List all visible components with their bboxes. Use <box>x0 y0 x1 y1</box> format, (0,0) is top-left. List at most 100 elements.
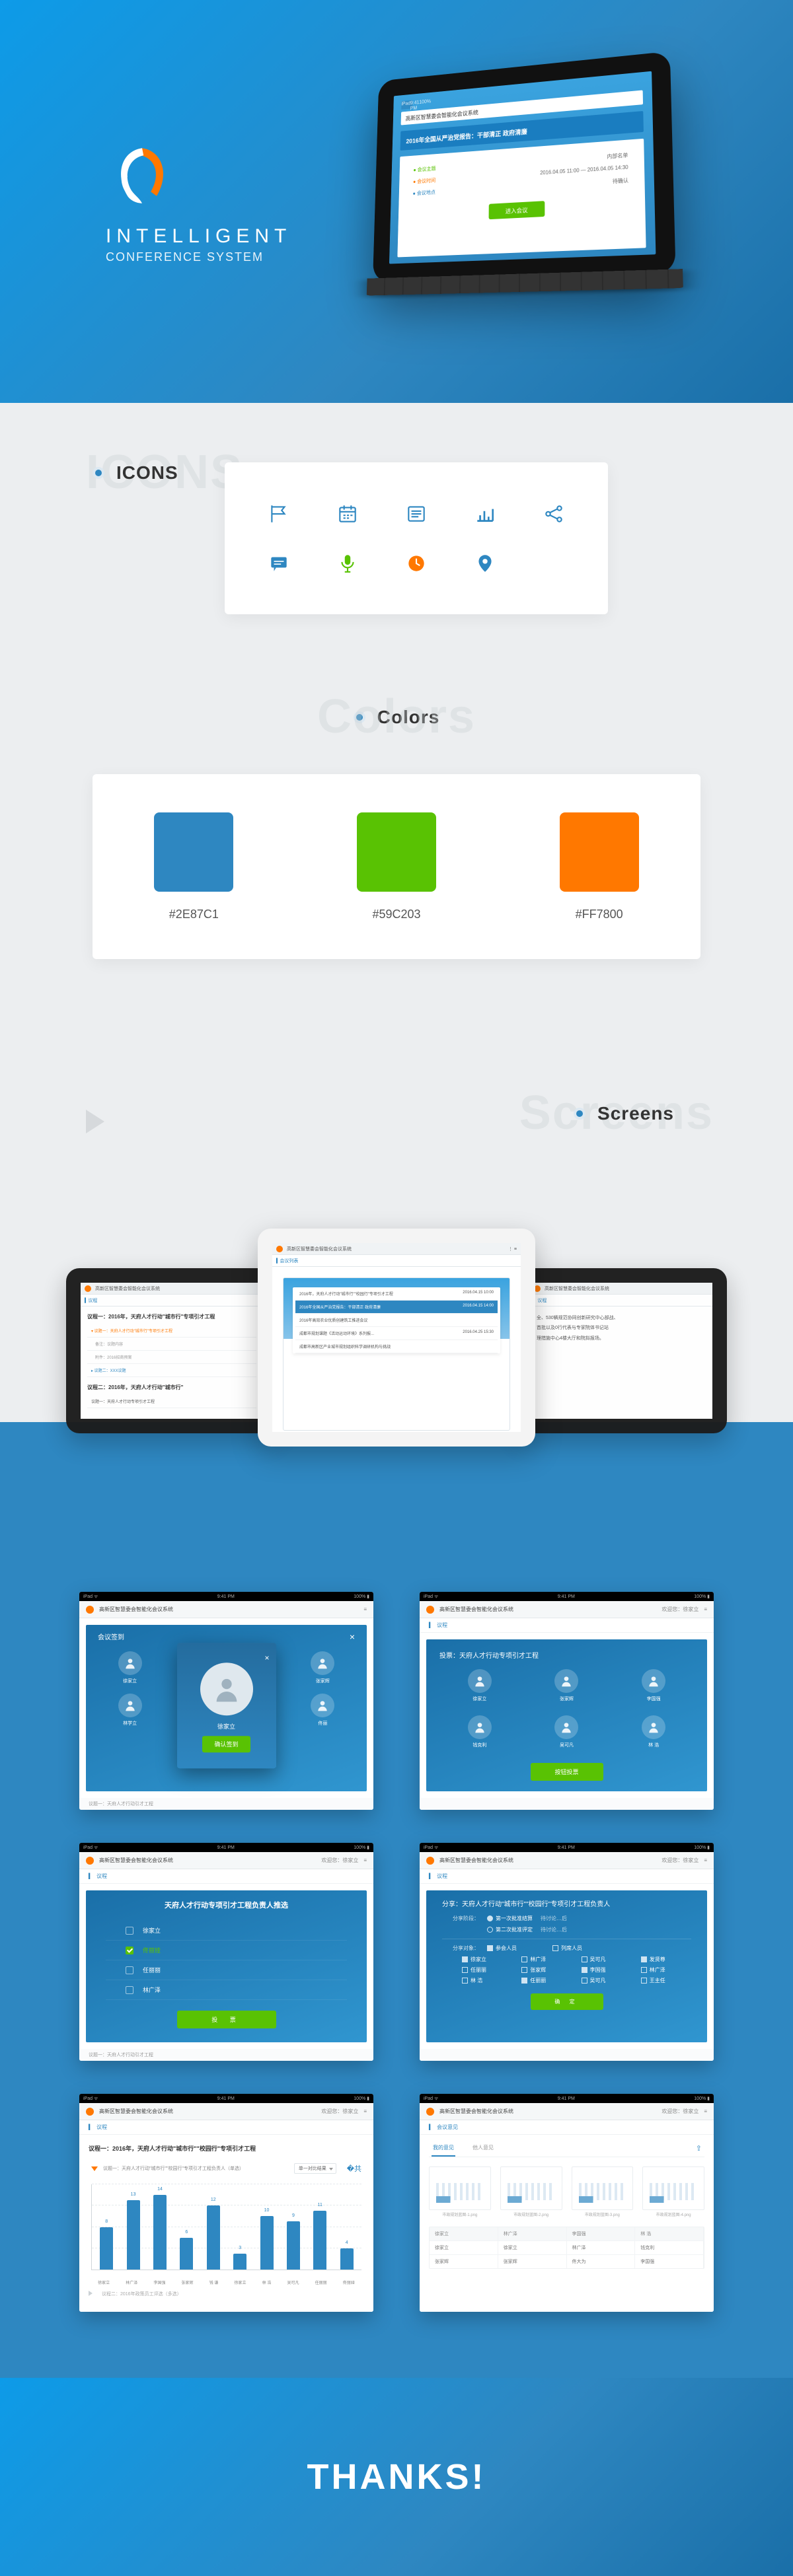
bar: 12 <box>207 2205 220 2270</box>
enter-meeting-button[interactable]: 进入会议 <box>489 201 545 219</box>
vote-option[interactable]: 佟丽娅 <box>106 1941 347 1960</box>
share-icon[interactable]: ⇪ <box>696 2144 702 2153</box>
close-icon[interactable]: × <box>350 1631 355 1642</box>
screens-banner: Screens Screens <box>0 1057 793 1202</box>
text-line: 全、530辆规范协同创新研究中心部战、 <box>537 1313 706 1323</box>
checkbox-option[interactable]: 列席人员 <box>552 1945 582 1952</box>
icons-card <box>225 462 608 614</box>
color-swatch: #FF7800 <box>560 812 639 921</box>
text-line: 理措施中心4楼大厅和院拟报场。 <box>537 1334 706 1343</box>
checkbox-option[interactable]: 任丽丽 <box>521 1977 572 1984</box>
checkbox-option[interactable]: 张家辉 <box>521 1966 572 1974</box>
hero-section: INTELLIGENT CONFERENCE SYSTEM iPad9:41 P… <box>0 0 793 403</box>
colors-section: Colors Colors #2E87C1#59C203#FF7800 <box>0 687 793 1057</box>
close-icon[interactable]: × <box>264 1653 269 1663</box>
chat-icon <box>245 538 313 588</box>
checkbox-option[interactable]: 发贤尊 <box>641 1956 691 1963</box>
vote-option[interactable]: 任丽丽 <box>106 1960 347 1980</box>
checkbox-option[interactable]: 参会人员 <box>487 1945 517 1952</box>
share-icon[interactable]: �共 <box>347 2163 361 2174</box>
checkbox-option[interactable]: 王主任 <box>641 1977 691 1984</box>
triangle-right-icon[interactable] <box>89 2291 93 2296</box>
vote-candidate[interactable]: 林 浩 <box>613 1715 694 1748</box>
thumbnail[interactable] <box>429 2166 491 2210</box>
tablet-center: 高新区智慧委会智能化会议系统⋮ ≡ ▍会议列表 2016年，天府人才行动"城市行… <box>258 1229 535 1447</box>
vote-candidate[interactable]: 张家辉 <box>527 1669 607 1702</box>
agenda-row: 附件：2016招商预案 <box>87 1351 256 1364</box>
bar: 3 <box>233 2254 246 2270</box>
confirm-signin-button[interactable]: 确认签到 <box>202 1736 250 1752</box>
checkbox-option[interactable]: 林 浩 <box>462 1977 512 1984</box>
checkbox-option[interactable]: 吴可凡 <box>582 1956 632 1963</box>
table-row: 张家辉张家辉佟大为李国强 <box>430 2254 704 2268</box>
list-icon <box>382 489 451 538</box>
chart-icon <box>451 489 519 538</box>
screen-vote-grid: iPad ᯤ9:41 PM100% ▮高新区智慧委会智能化会议系统欢迎您：徐家立… <box>420 1592 714 1810</box>
screens-grid: iPad ᯤ9:41 PM100% ▮高新区智慧委会智能化会议系统≡会议签到×徐… <box>0 1546 793 2378</box>
color-swatch: #59C203 <box>357 812 436 921</box>
checkbox-option[interactable]: 林广泽 <box>521 1956 572 1963</box>
screen-share-form: iPad ᯤ9:41 PM100% ▮高新区智慧委会智能化会议系统欢迎您：徐家立… <box>420 1843 714 2061</box>
vote-option[interactable]: 徐家立 <box>106 1921 347 1941</box>
checkbox-option[interactable]: 任丽丽 <box>462 1966 512 1974</box>
vote-button[interactable]: 按钮投票 <box>531 1763 603 1781</box>
hero-title-2: CONFERENCE SYSTEM <box>106 250 291 264</box>
meeting-list-row[interactable]: 成都市规划课题《活动运动环境》系列报...2016.04.25 15:30 <box>295 1327 498 1340</box>
color-swatch: #2E87C1 <box>154 812 233 921</box>
vote-candidate[interactable]: 徐家立 <box>439 1669 520 1702</box>
thanks-section: THANKS! <box>0 2378 793 2576</box>
attendee-avatar[interactable]: 佟丽 <box>293 1694 352 1727</box>
clock-icon <box>382 538 451 588</box>
submit-vote-button[interactable]: 投 票 <box>177 2011 276 2028</box>
checkbox-option[interactable]: 李国强 <box>582 1966 632 1974</box>
checkbox-option[interactable]: 徐家立 <box>462 1956 512 1963</box>
triangle-down-icon[interactable] <box>91 2166 98 2171</box>
thumbnail[interactable] <box>500 2166 562 2210</box>
flag-icon <box>245 489 313 538</box>
meeting-list-row[interactable]: 成都市高新区产业城市规划组织科学调研机构与挑战 <box>295 1340 498 1353</box>
radio-option[interactable]: 第二次批准评定 <box>487 1926 533 1933</box>
vote-candidate[interactable]: 钱克利 <box>439 1715 520 1748</box>
screen-vote-list: iPad ᯤ9:41 PM100% ▮高新区智慧委会智能化会议系统欢迎您：徐家立… <box>79 1843 373 2061</box>
screen-opinions: iPad ᯤ9:41 PM100% ▮高新区智慧委会智能化会议系统欢迎您：徐家立… <box>420 2094 714 2312</box>
vote-candidate[interactable]: 吴可凡 <box>527 1715 607 1748</box>
opinions-table: 徐家立林广泽李国强林 浩徐家立徐家立林广泽钱克利张家辉张家辉佟大为李国强 <box>429 2227 704 2269</box>
attendee-avatar[interactable]: 徐家立 <box>100 1651 159 1684</box>
bar: 14 <box>153 2195 167 2270</box>
swatches-card: #2E87C1 #59C203 #FF7800 <box>93 774 700 959</box>
pin-icon <box>451 538 519 588</box>
view-select[interactable]: 单一对比结果 <box>294 2163 336 2174</box>
play-triangle-icon <box>86 1110 104 1133</box>
brand-logo <box>106 139 178 212</box>
hero-title-1: INTELLIGENT <box>106 225 291 248</box>
radio-option[interactable]: 第一次批准结算 <box>487 1915 533 1922</box>
vote-option[interactable]: 林广泽 <box>106 1980 347 2000</box>
tab[interactable]: 他人意见 <box>471 2140 495 2157</box>
bar: 11 <box>313 2211 326 2270</box>
attendee-avatar[interactable]: 张家辉 <box>293 1651 352 1684</box>
calendar-icon <box>313 489 382 538</box>
meeting-list-row[interactable]: 2016年，天府人才行动"城市行""校园行"专项引才工程2016.04.15 1… <box>295 1287 498 1301</box>
tablet-right: 高新区智慧委会智能化会议系统 ▍议程 全、530辆规范协同创新研究中心部战、首批… <box>515 1268 727 1433</box>
screens-trio: 高新区智慧委会智能化会议系统 ▍议程 议程一：2016年，天府人才行动"城市行"… <box>0 1202 793 1546</box>
checkbox-option[interactable]: 吴可凡 <box>582 1977 632 1984</box>
confirm-button[interactable]: 确 定 <box>531 1993 603 2010</box>
bar: 6 <box>180 2238 193 2270</box>
thumbnail[interactable] <box>642 2166 704 2210</box>
tab[interactable]: 我的意见 <box>432 2140 455 2157</box>
mic-icon <box>313 538 382 588</box>
results-bar-chart: 813146123109114 <box>91 2184 361 2270</box>
bar: 13 <box>127 2200 140 2270</box>
table-row: 徐家立徐家立林广泽钱克利 <box>430 2240 704 2254</box>
bar: 10 <box>260 2216 274 2270</box>
vote-candidate[interactable]: 李国强 <box>613 1669 694 1702</box>
checkbox-option[interactable]: 林广泽 <box>641 1966 691 1974</box>
meeting-list-row[interactable]: 2016年高效农业优质创建筑工推进会议 <box>295 1314 498 1327</box>
attendee-avatar[interactable]: 林学立 <box>100 1694 159 1727</box>
tablet-left: 高新区智慧委会智能化会议系统 ▍议程 议程一：2016年，天府人才行动"城市行"… <box>66 1268 278 1433</box>
bullet-icon <box>93 467 104 479</box>
thumbnail[interactable] <box>572 2166 634 2210</box>
screen-signin: iPad ᯤ9:41 PM100% ▮高新区智慧委会智能化会议系统≡会议签到×徐… <box>79 1592 373 1810</box>
meeting-list-row[interactable]: 2016年全国从严治党报告：干部清正 政府清廉2016.04.15 14:00 <box>295 1301 498 1314</box>
agenda-row: 备注：议题内容 <box>87 1338 256 1351</box>
